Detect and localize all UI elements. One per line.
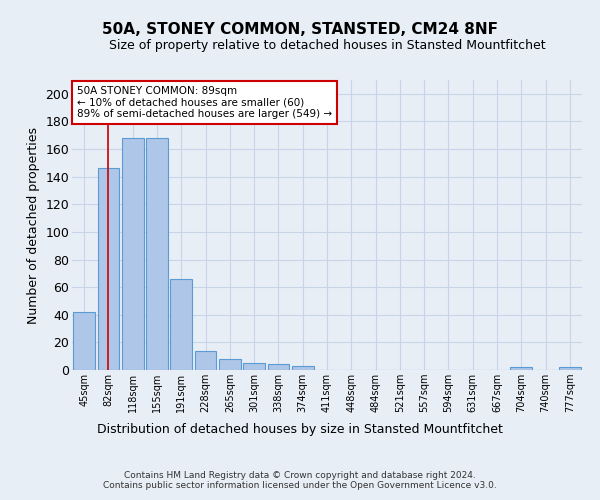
Text: Distribution of detached houses by size in Stansted Mountfitchet: Distribution of detached houses by size … (97, 422, 503, 436)
Text: 50A STONEY COMMON: 89sqm
← 10% of detached houses are smaller (60)
89% of semi-d: 50A STONEY COMMON: 89sqm ← 10% of detach… (77, 86, 332, 119)
Bar (511, 367, 532, 370)
Text: 50A, STONEY COMMON, STANSTED, CM24 8NF: 50A, STONEY COMMON, STANSTED, CM24 8NF (102, 22, 498, 38)
Bar (219, 359, 241, 370)
Y-axis label: Number of detached properties: Number of detached properties (27, 126, 40, 324)
Text: Contains HM Land Registry data © Crown copyright and database right 2024.
Contai: Contains HM Land Registry data © Crown c… (103, 470, 497, 490)
Title: Size of property relative to detached houses in Stansted Mountfitchet: Size of property relative to detached ho… (109, 40, 545, 52)
Bar (170, 279, 192, 370)
Bar (97, 168, 119, 370)
Bar (559, 367, 581, 370)
Bar (146, 138, 168, 370)
Bar (268, 364, 289, 370)
Bar (292, 366, 314, 370)
Bar (122, 138, 143, 370)
Bar (73, 312, 95, 370)
Bar (243, 363, 265, 370)
Bar (194, 350, 217, 370)
